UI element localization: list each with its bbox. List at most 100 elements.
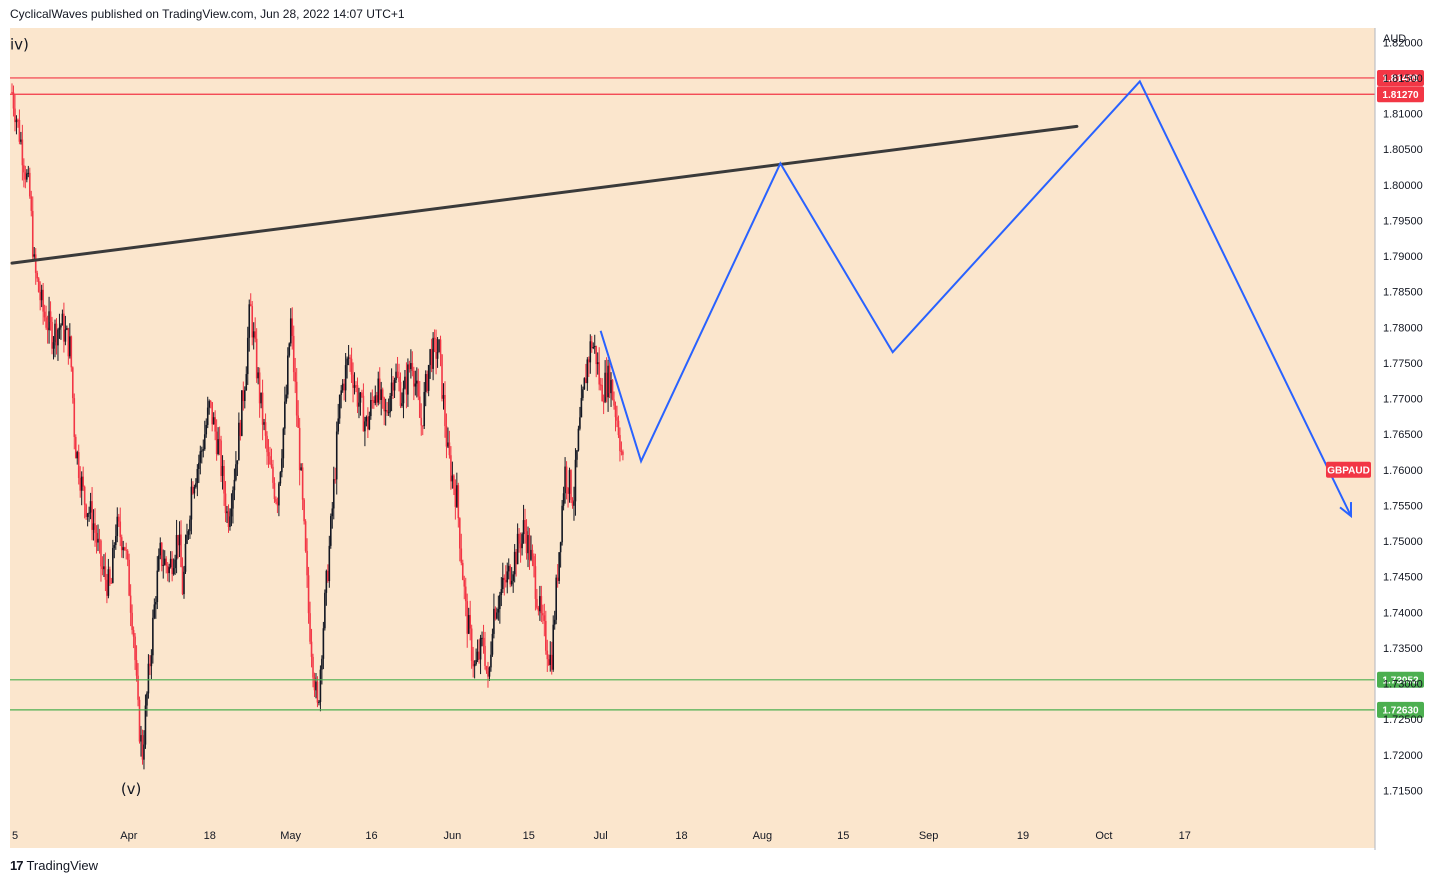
candle-body bbox=[243, 390, 246, 401]
candle-body bbox=[607, 365, 609, 398]
projection-path[interactable] bbox=[599, 79, 1352, 517]
time-axis[interactable]: 5 Apr 18 May 16 Jun 15 Jul 18 Aug 15 Sep 19 Oct 17 bbox=[12, 830, 1191, 842]
candle-body bbox=[288, 343, 291, 356]
candle-body bbox=[69, 336, 71, 357]
candle-body bbox=[34, 254, 37, 273]
x-tick-label: Apr bbox=[120, 830, 137, 842]
candle-body bbox=[39, 291, 41, 301]
candle-body bbox=[126, 550, 129, 560]
y-tick-label: 1.81000 bbox=[1383, 109, 1423, 121]
candle-body bbox=[281, 458, 283, 473]
candle-body bbox=[43, 311, 46, 318]
candle-body bbox=[174, 559, 176, 569]
candle-body bbox=[350, 358, 353, 375]
candle-body bbox=[230, 508, 233, 517]
candle-body bbox=[163, 558, 166, 565]
candle-body bbox=[28, 172, 31, 197]
candle-body bbox=[138, 699, 141, 742]
x-tick-label: 19 bbox=[1017, 830, 1029, 842]
candle-body bbox=[122, 547, 125, 551]
candle-body bbox=[370, 400, 372, 417]
y-tick-label: 1.78500 bbox=[1383, 287, 1423, 299]
candle-body bbox=[617, 420, 620, 436]
x-tick-label: 18 bbox=[204, 830, 216, 842]
y-tick-label: 1.74500 bbox=[1383, 572, 1423, 584]
publisher-caption: CyclicalWaves published on TradingView.c… bbox=[10, 7, 405, 21]
candle-body bbox=[552, 624, 555, 670]
candle-body bbox=[361, 392, 363, 396]
candle-body bbox=[196, 468, 199, 484]
candle-body bbox=[450, 455, 452, 482]
candle-body bbox=[224, 493, 227, 514]
candle-body bbox=[334, 479, 337, 481]
candle-body bbox=[205, 424, 208, 435]
trendline[interactable] bbox=[10, 124, 1079, 265]
candle-body bbox=[109, 569, 111, 583]
candle-body bbox=[66, 328, 68, 330]
candle-body bbox=[261, 392, 264, 425]
candle-body bbox=[156, 570, 159, 603]
candle-body bbox=[469, 615, 471, 629]
candle-body bbox=[187, 531, 190, 535]
plot-background[interactable] bbox=[10, 28, 1375, 848]
candle-body bbox=[79, 478, 82, 491]
candle-body bbox=[497, 609, 500, 613]
wave-label: iv) bbox=[10, 35, 29, 53]
y-tick-label: 1.73000 bbox=[1383, 679, 1423, 691]
candle-body bbox=[175, 534, 178, 560]
candle-body bbox=[478, 651, 480, 660]
candle-body bbox=[470, 628, 473, 661]
y-tick-label: 1.71500 bbox=[1383, 785, 1423, 797]
candle-body bbox=[500, 589, 503, 596]
candle-body bbox=[512, 574, 514, 581]
candle-body bbox=[92, 523, 95, 530]
candle-body bbox=[542, 613, 544, 616]
candle-body bbox=[31, 210, 34, 257]
candle-body bbox=[399, 381, 402, 406]
candle-body bbox=[487, 671, 489, 677]
candle-body bbox=[36, 272, 39, 279]
candle-body bbox=[330, 516, 332, 546]
price-tag-label: 1.73052 bbox=[1382, 675, 1419, 686]
candle-body bbox=[58, 327, 61, 330]
candle-body bbox=[246, 337, 249, 375]
candle-body bbox=[442, 395, 445, 399]
candle-body bbox=[424, 374, 427, 392]
candle-body bbox=[504, 580, 507, 583]
candle-body bbox=[592, 346, 595, 349]
price-tag bbox=[1377, 69, 1424, 86]
candle-body bbox=[386, 410, 388, 413]
candle-body bbox=[117, 516, 120, 522]
candle-body bbox=[298, 427, 301, 471]
candle-body bbox=[80, 476, 83, 491]
candle-body bbox=[26, 173, 28, 180]
price-axis[interactable]: AUD 1.71500 1.72000 1.72500 1.73000 1.73500 1.… bbox=[1374, 28, 1423, 850]
candle-body bbox=[445, 426, 448, 447]
drawings-layer: GBPAUD bbox=[10, 79, 1371, 519]
symbol-tag-label: GBPAUD bbox=[1327, 465, 1370, 476]
candle-body bbox=[101, 566, 104, 570]
candle-body bbox=[519, 543, 522, 549]
candle-body bbox=[220, 440, 222, 476]
candle-body bbox=[413, 370, 415, 387]
candle-body bbox=[579, 417, 581, 429]
candle-body bbox=[119, 521, 122, 538]
candle-body bbox=[45, 317, 47, 328]
candle-body bbox=[153, 604, 156, 618]
candle-body bbox=[447, 442, 449, 447]
wave-labels-layer: iv) (v) bbox=[10, 35, 141, 798]
candle-body bbox=[297, 415, 299, 428]
price-tag-label: 1.72630 bbox=[1382, 705, 1419, 716]
candle-body bbox=[233, 479, 236, 491]
footer-brand[interactable]: 17 TradingView bbox=[10, 858, 98, 873]
symbol-tag bbox=[1326, 461, 1371, 478]
candle-body bbox=[137, 675, 139, 700]
candle-body bbox=[545, 620, 547, 651]
candle-body bbox=[604, 372, 606, 402]
candle-body bbox=[313, 677, 316, 691]
candle-body bbox=[11, 92, 13, 94]
candle-body bbox=[390, 382, 393, 397]
candle-body bbox=[583, 378, 586, 390]
candle-body bbox=[55, 323, 58, 346]
